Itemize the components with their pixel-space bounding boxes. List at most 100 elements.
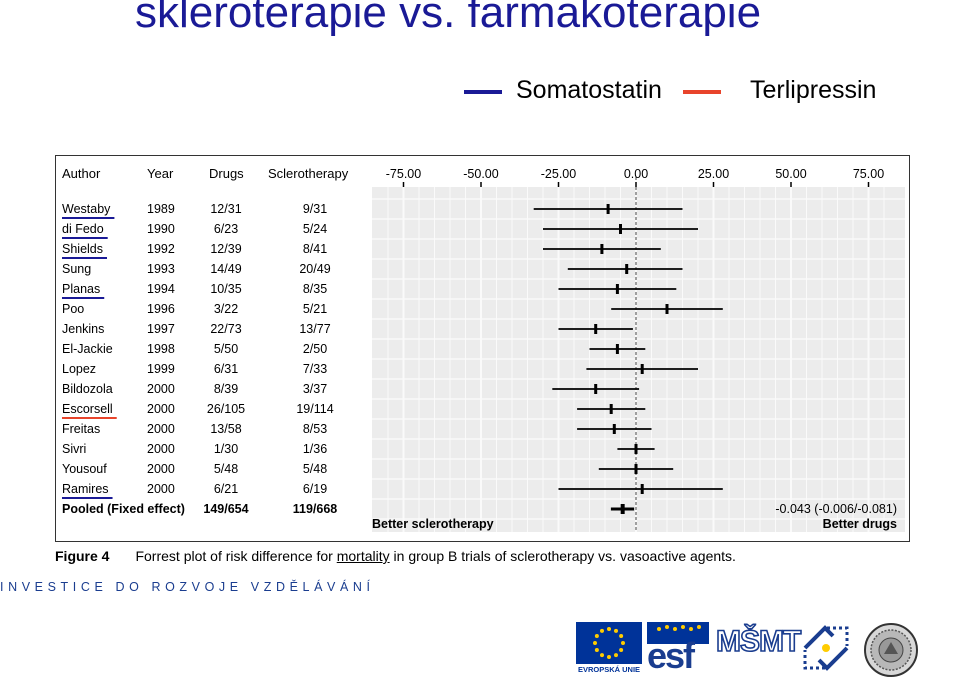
legend-label-somatostatin: Somatostatin (516, 76, 662, 104)
esf-label: esf (647, 635, 695, 676)
study-author: Freitas (62, 422, 100, 436)
study-sclerotherapy: 5/48 (303, 462, 327, 476)
column-header: Sclerotherapy (268, 166, 349, 181)
study-year: 1997 (147, 322, 175, 336)
point-estimate (625, 264, 629, 274)
x-tick-label: 25.00 (698, 167, 729, 181)
point-estimate (600, 244, 604, 254)
study-drugs: 14/49 (210, 262, 241, 276)
column-header: Drugs (209, 166, 244, 181)
study-year: 1996 (147, 302, 175, 316)
study-author: Poo (62, 302, 84, 316)
study-year: 2000 (147, 382, 175, 396)
better-drugs-label: Better drugs (823, 517, 897, 531)
study-author: Yousouf (62, 462, 107, 476)
study-author: Ramires (62, 482, 109, 496)
msmt-label: MŠMT (715, 624, 802, 659)
study-sclerotherapy: 1/36 (303, 442, 327, 456)
study-author: Jenkins (62, 322, 104, 336)
caption-underlined: mortality (336, 548, 390, 564)
study-sclerotherapy: 13/77 (299, 322, 330, 336)
point-estimate (594, 384, 598, 394)
study-author: Sung (62, 262, 91, 276)
study-sclerotherapy: 7/33 (303, 362, 327, 376)
eu-flag-icon (576, 622, 642, 664)
study-sclerotherapy: 9/31 (303, 202, 327, 216)
study-author: Bildozola (62, 382, 113, 396)
esf-flag-icon (647, 622, 709, 644)
study-drugs: 5/48 (214, 462, 238, 476)
point-estimate (665, 304, 669, 314)
university-seal (862, 620, 920, 677)
study-sclerotherapy: 8/53 (303, 422, 327, 436)
pooled-sclerotherapy: 119/668 (293, 502, 338, 516)
caption-figure-label: Figure 4 (55, 548, 110, 564)
pooled-label: Pooled (Fixed effect) (62, 502, 185, 516)
point-estimate (594, 324, 598, 334)
study-drugs: 26/105 (207, 402, 245, 416)
point-estimate (619, 224, 622, 234)
study-drugs: 22/73 (210, 322, 241, 336)
study-sclerotherapy: 8/35 (303, 282, 327, 296)
study-author: Sivri (62, 442, 86, 456)
study-drugs: 12/39 (210, 242, 241, 256)
x-tick-label: 0.00 (624, 167, 648, 181)
better-sclerotherapy-label: Better sclerotherapy (372, 517, 494, 531)
study-drugs: 6/21 (214, 482, 238, 496)
point-estimate (612, 424, 616, 434)
footer-slogan: INVESTICE DO ROZVOJE VZDĚLÁVÁNÍ (0, 580, 375, 594)
esf-logo: esf (647, 620, 709, 675)
study-author: Planas (62, 282, 100, 296)
study-sclerotherapy: 6/19 (303, 482, 327, 496)
pooled-estimate (620, 504, 625, 514)
study-year: 1989 (147, 202, 175, 216)
study-sclerotherapy: 5/24 (303, 222, 327, 236)
study-sclerotherapy: 8/41 (303, 242, 327, 256)
study-year: 1990 (147, 222, 175, 236)
study-sclerotherapy: 5/21 (303, 302, 327, 316)
study-drugs: 1/30 (214, 442, 238, 456)
study-year: 2000 (147, 422, 175, 436)
op-arrows-icon (803, 625, 849, 671)
x-tick-label: -50.00 (463, 167, 498, 181)
point-estimate (609, 404, 613, 414)
study-drugs: 12/31 (210, 202, 241, 216)
study-year: 1994 (147, 282, 175, 296)
caption-text-after: in group B trials of sclerotherapy vs. v… (389, 548, 736, 564)
eu-logo: EVROPSKÁ UNIE (576, 620, 642, 675)
study-author: Lopez (62, 362, 96, 376)
point-estimate (640, 364, 644, 374)
study-author: Shields (62, 242, 103, 256)
x-tick-label: -75.00 (386, 167, 421, 181)
study-year: 2000 (147, 402, 175, 416)
study-drugs: 3/22 (214, 302, 238, 316)
study-drugs: 6/31 (214, 362, 238, 376)
pooled-drugs: 149/654 (203, 502, 248, 516)
point-estimate (615, 284, 619, 294)
eu-label: EVROPSKÁ UNIE (577, 665, 641, 674)
study-sclerotherapy: 2/50 (303, 342, 327, 356)
point-estimate (606, 204, 610, 214)
study-drugs: 8/39 (214, 382, 238, 396)
op-logo (797, 620, 855, 675)
point-estimate (615, 344, 619, 354)
column-header: Year (147, 166, 174, 181)
column-header: Author (62, 166, 101, 181)
legend-swatch-terlipressin (683, 90, 721, 94)
study-drugs: 13/58 (210, 422, 241, 436)
study-drugs: 10/35 (210, 282, 241, 296)
study-year: 2000 (147, 482, 175, 496)
point-estimate (634, 464, 638, 474)
point-estimate (640, 484, 644, 494)
study-author: Escorsell (62, 402, 113, 416)
legend-label-terlipressin: Terlipressin (750, 76, 877, 104)
caption-text-before: Forrest plot of risk difference for (135, 548, 337, 564)
study-sclerotherapy: 19/114 (296, 402, 333, 416)
pooled-estimate-label: -0.043 (-0.006/-0.081) (775, 502, 897, 516)
point-estimate (634, 444, 638, 454)
study-year: 1993 (147, 262, 175, 276)
msmt-logo: MŠMT (715, 620, 802, 675)
study-drugs: 6/23 (214, 222, 238, 236)
x-tick-label: 75.00 (853, 167, 884, 181)
